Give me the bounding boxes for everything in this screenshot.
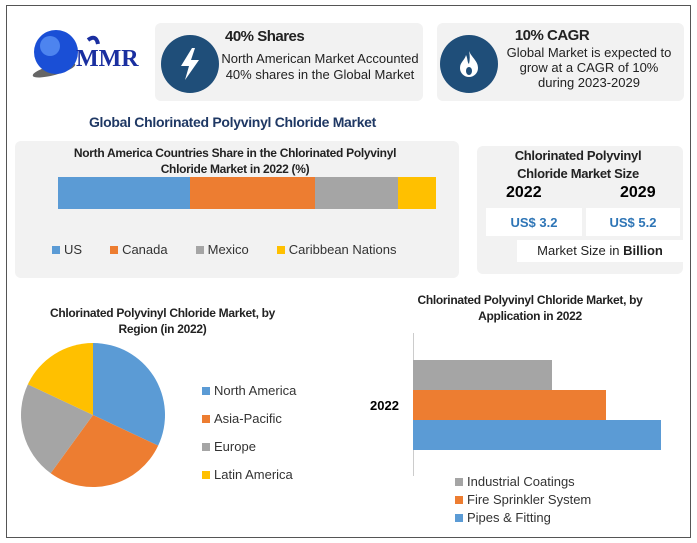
application-title-2: Application in 2022 <box>478 309 582 323</box>
legend-swatch <box>52 245 60 254</box>
main-title: Global Chlorinated Polyvinyl Chloride Ma… <box>88 114 377 130</box>
legend-swatch <box>455 513 463 522</box>
legend-swatch <box>195 245 204 254</box>
legend-label: North America <box>214 383 297 398</box>
country-share-title-1: North America Countries Share in the Chl… <box>73 146 397 160</box>
legend-swatch <box>276 245 285 254</box>
logo-text: MMR <box>76 46 139 72</box>
legend-label: Pipes & Fitting <box>467 510 551 525</box>
legend-item-asia-pacific: Asia-Pacific <box>202 411 296 426</box>
shares-line-2: 40% shares in the Global Market <box>225 67 415 82</box>
country-share-card <box>15 141 459 278</box>
stacked-bar <box>58 177 436 209</box>
value-2029-box: US$ 5.2 <box>586 208 680 236</box>
cagr-card: 10% CAGR Global Market is expected to gr… <box>437 23 684 101</box>
mmr-logo: MMR <box>18 22 148 82</box>
category-label-2022: 2022 <box>370 398 399 413</box>
value-2029: US$ 5.2 <box>609 214 657 230</box>
market-size-title-1: Chlorinated Polyvinyl <box>514 148 642 163</box>
cagr-title: 10% CAGR <box>514 27 590 44</box>
legend-label: Industrial Coatings <box>467 474 575 489</box>
pie-slice-europe <box>20 384 93 474</box>
year-2029: 2029 <box>620 184 656 201</box>
legend-item-mexico: Mexico <box>195 242 249 257</box>
legend-swatch <box>202 414 210 423</box>
legend-item-caribbean-nations: Caribbean Nations <box>276 242 397 257</box>
legend-label: Fire Sprinkler System <box>467 492 592 507</box>
stack-segment-caribbean-nations <box>398 177 436 209</box>
legend-item-europe: Europe <box>202 439 296 454</box>
pie-slice-asia-pacific <box>50 415 159 487</box>
year-2022: 2022 <box>506 184 542 201</box>
bar-pipes-fitting <box>413 420 661 450</box>
market-size-title-2: Chloride Market Size <box>517 166 639 181</box>
region-title-1: Chlorinated Polyvinyl Chloride Market, b… <box>49 306 276 320</box>
region-title-2: Region (in 2022) <box>118 322 207 336</box>
application-bars <box>413 360 661 450</box>
legend-label: Latin America <box>214 467 293 482</box>
legend-swatch <box>202 386 210 395</box>
application-legend: Industrial Coatings Fire Sprinkler System… <box>455 474 591 525</box>
legend-label: Asia-Pacific <box>214 411 282 426</box>
value-2022: US$ 3.2 <box>510 214 558 230</box>
legend-item-pipes-fitting: Pipes & Fitting <box>455 510 591 525</box>
legend-label: US <box>64 242 83 257</box>
legend-item-north-america: North America <box>202 383 296 398</box>
legend-label: Canada <box>122 242 168 257</box>
pie-slice-north-america <box>93 343 166 446</box>
legend-item-canada: Canada <box>110 242 168 257</box>
region-pie-chart <box>20 343 166 487</box>
lightning-icon <box>161 35 219 93</box>
pie-slice-latin-america <box>27 343 94 415</box>
legend-item-us: US <box>52 242 82 257</box>
legend-label: Europe <box>214 439 256 454</box>
country-share-title-2: Chloride Market in 2022 (%) <box>160 162 310 176</box>
stack-segment-canada <box>190 177 316 209</box>
shares-title: 40% Shares <box>225 28 305 45</box>
value-2022-box: US$ 3.2 <box>486 208 582 236</box>
market-size-unit: Market Size in Billion <box>517 240 683 262</box>
cagr-line-2: grow at a CAGR of 10% <box>519 60 659 75</box>
legend-label: Caribbean Nations <box>288 242 397 257</box>
stack-segment-mexico <box>315 177 399 209</box>
shares-line-1: North American Market Accounted <box>221 51 419 66</box>
legend-swatch <box>202 442 210 451</box>
country-legend: US Canada Mexico Caribbean Nations <box>52 242 432 257</box>
region-legend: North America Asia-Pacific Europe Latin Ame… <box>202 383 296 482</box>
legend-label: Mexico <box>207 242 249 257</box>
legend-swatch <box>455 477 463 486</box>
unit-prefix: Market Size in <box>537 243 624 258</box>
legend-item-fire-sprinkler-system: Fire Sprinkler System <box>455 492 591 507</box>
unit-bold: Billion <box>623 243 663 258</box>
infographic-frame <box>6 5 691 538</box>
legend-item-latin-america: Latin America <box>202 467 296 482</box>
legend-item-industrial-coatings: Industrial Coatings <box>455 474 591 489</box>
stack-segment-us <box>58 177 191 209</box>
legend-swatch <box>202 470 210 479</box>
application-title-1: Chlorinated Polyvinyl Chloride Market, b… <box>417 293 643 307</box>
cagr-line-1: Global Market is expected to <box>506 45 672 60</box>
shares-card: 40% Shares North American Market Account… <box>155 23 423 101</box>
cagr-line-3: during 2023-2029 <box>538 75 640 90</box>
legend-swatch <box>110 245 119 254</box>
bar-fire-sprinkler-system <box>413 390 607 420</box>
flame-icon <box>440 35 498 93</box>
bar-industrial-coatings <box>413 360 552 390</box>
legend-swatch <box>455 495 463 504</box>
